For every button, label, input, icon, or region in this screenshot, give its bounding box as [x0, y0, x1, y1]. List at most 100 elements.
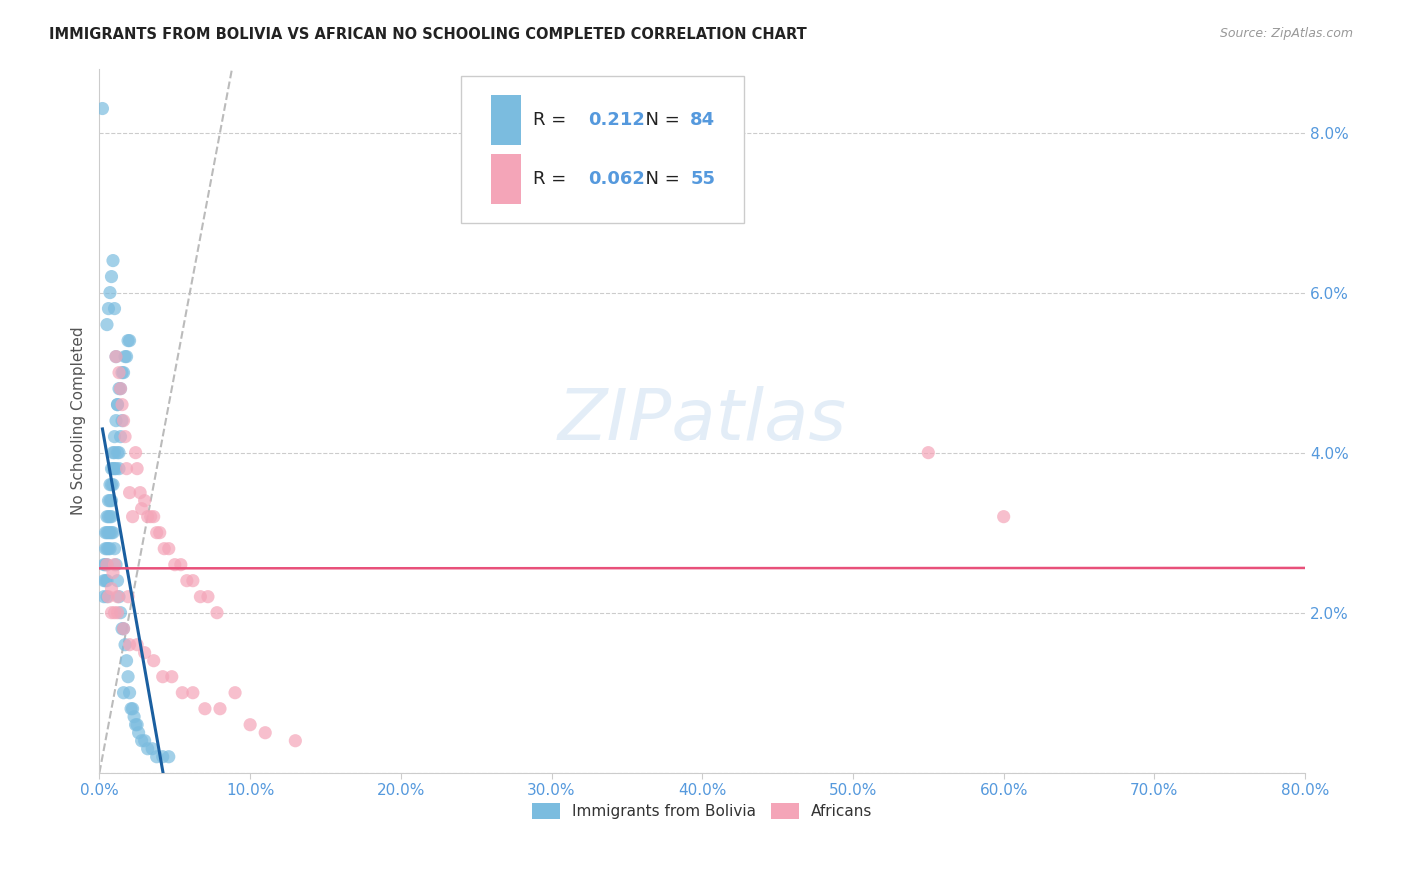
Point — [134, 646, 156, 660]
Point — [122, 709, 145, 723]
Point — [176, 574, 198, 588]
Point — [197, 590, 219, 604]
Point — [112, 622, 135, 636]
Point — [131, 733, 153, 747]
Point — [157, 749, 180, 764]
Point — [103, 301, 125, 316]
Point — [160, 670, 183, 684]
Point — [105, 414, 128, 428]
Point — [142, 509, 165, 524]
Point — [121, 509, 143, 524]
Point — [103, 558, 125, 572]
Point — [112, 686, 135, 700]
Text: IMMIGRANTS FROM BOLIVIA VS AFRICAN NO SCHOOLING COMPLETED CORRELATION CHART: IMMIGRANTS FROM BOLIVIA VS AFRICAN NO SC… — [49, 27, 807, 42]
Point — [93, 574, 115, 588]
Point — [100, 606, 122, 620]
Point — [96, 590, 118, 604]
Point — [101, 525, 124, 540]
Point — [108, 461, 131, 475]
Point — [105, 350, 128, 364]
Point — [107, 445, 129, 459]
Point — [136, 741, 159, 756]
Point — [118, 485, 141, 500]
Point — [121, 702, 143, 716]
Point — [101, 253, 124, 268]
Point — [117, 334, 139, 348]
Point — [129, 485, 152, 500]
Point — [94, 525, 117, 540]
Point — [917, 445, 939, 459]
Point — [98, 493, 121, 508]
Point — [139, 509, 162, 524]
Point — [254, 725, 277, 739]
Point — [107, 574, 129, 588]
Point — [105, 350, 128, 364]
Point — [224, 686, 246, 700]
Point — [110, 382, 132, 396]
Point — [131, 501, 153, 516]
Point — [111, 366, 134, 380]
Point — [103, 445, 125, 459]
Point — [112, 622, 135, 636]
Point — [98, 525, 121, 540]
Point — [128, 725, 150, 739]
Point — [136, 509, 159, 524]
Point — [194, 702, 217, 716]
Text: R =: R = — [533, 170, 572, 188]
Point — [118, 638, 141, 652]
Text: R =: R = — [533, 112, 572, 129]
Point — [127, 461, 149, 475]
Point — [110, 382, 132, 396]
Point — [96, 541, 118, 556]
Point — [993, 509, 1015, 524]
Point — [94, 558, 117, 572]
Point — [103, 541, 125, 556]
Point — [117, 670, 139, 684]
Text: 55: 55 — [690, 170, 716, 188]
Point — [208, 702, 231, 716]
Point — [96, 574, 118, 588]
Legend: Immigrants from Bolivia, Africans: Immigrants from Bolivia, Africans — [526, 797, 879, 825]
Point — [120, 702, 142, 716]
Point — [98, 541, 121, 556]
Point — [100, 525, 122, 540]
Point — [112, 366, 135, 380]
Point — [110, 429, 132, 443]
Point — [152, 670, 174, 684]
Text: 84: 84 — [690, 112, 716, 129]
Point — [97, 541, 120, 556]
Point — [97, 509, 120, 524]
Point — [107, 606, 129, 620]
Point — [108, 382, 131, 396]
Point — [145, 525, 167, 540]
Text: N =: N = — [634, 112, 685, 129]
Point — [96, 318, 118, 332]
Point — [172, 686, 194, 700]
Text: Source: ZipAtlas.com: Source: ZipAtlas.com — [1219, 27, 1353, 40]
Point — [93, 558, 115, 572]
Point — [100, 509, 122, 524]
Point — [103, 461, 125, 475]
Point — [94, 574, 117, 588]
Point — [127, 717, 149, 731]
Text: N =: N = — [634, 170, 685, 188]
Point — [98, 285, 121, 300]
Point — [100, 477, 122, 491]
Point — [117, 590, 139, 604]
Point — [239, 717, 262, 731]
Point — [134, 733, 156, 747]
Point — [114, 638, 136, 652]
Point — [115, 461, 138, 475]
Point — [111, 622, 134, 636]
Bar — [491, 154, 522, 203]
Point — [93, 590, 115, 604]
Point — [190, 590, 212, 604]
FancyBboxPatch shape — [461, 76, 744, 224]
Text: 0.062: 0.062 — [588, 170, 644, 188]
Point — [97, 525, 120, 540]
Point — [108, 590, 131, 604]
Point — [101, 566, 124, 580]
Point — [141, 741, 163, 756]
Point — [100, 461, 122, 475]
Point — [163, 558, 186, 572]
